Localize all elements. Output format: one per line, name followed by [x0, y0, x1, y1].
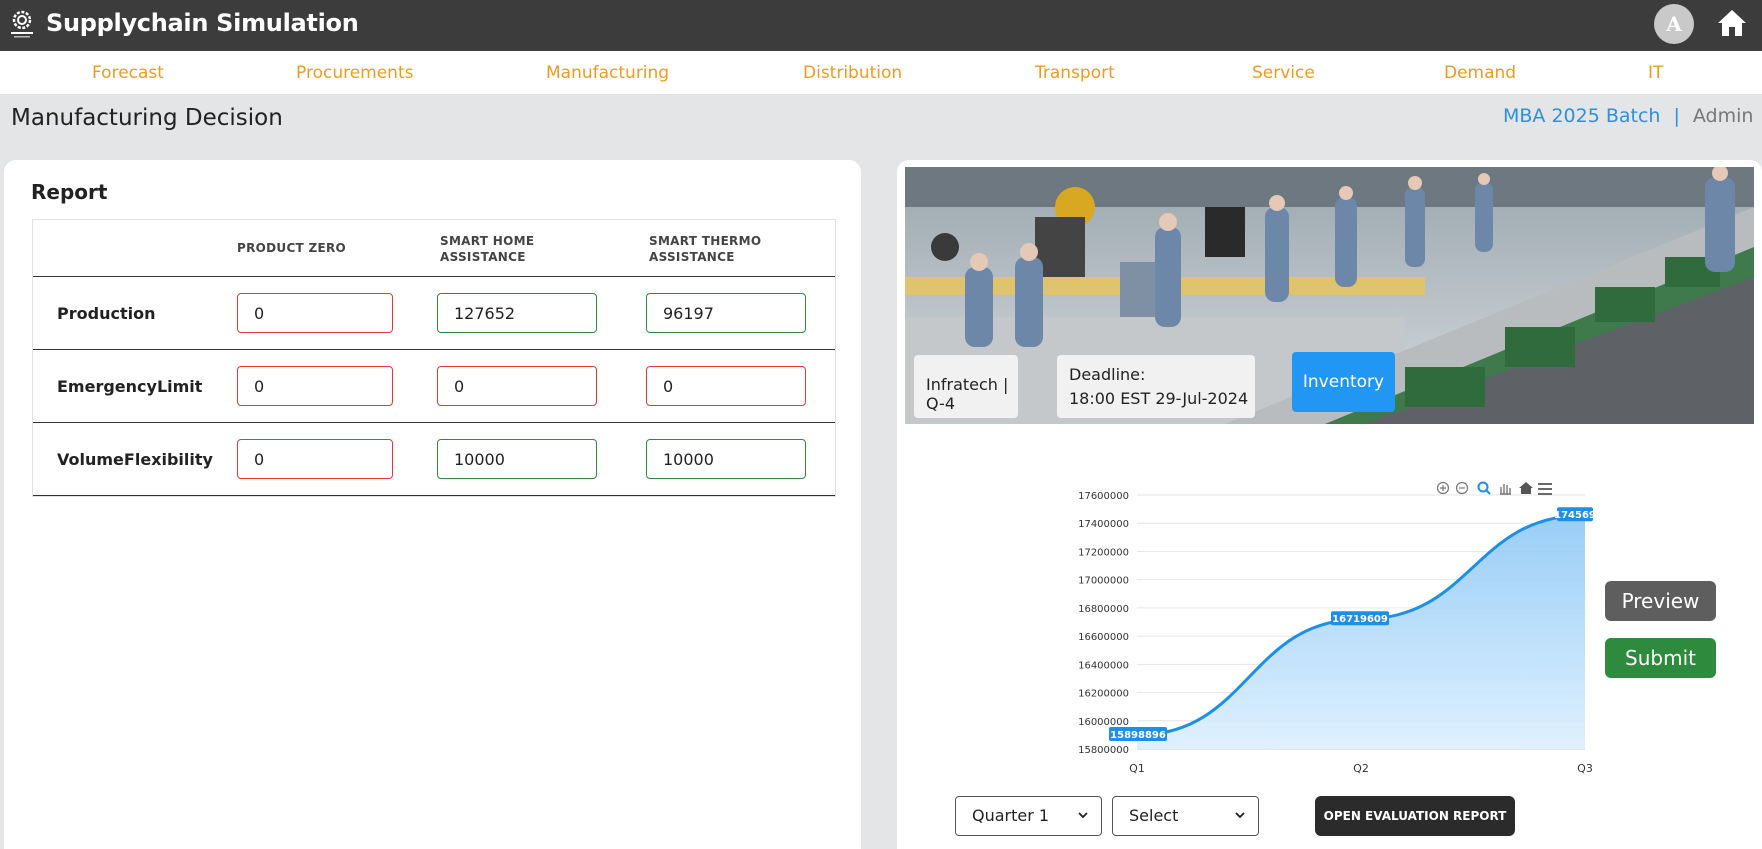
- app-title: Supplychain Simulation: [46, 9, 359, 37]
- nav-item-transport[interactable]: Transport: [1035, 63, 1115, 83]
- column-header-smart-home: SMART HOME ASSISTANCE: [440, 234, 535, 264]
- nav-item-service[interactable]: Service: [1252, 63, 1315, 83]
- table-row: Production: [33, 277, 835, 350]
- zoom-in-icon[interactable]: [1436, 481, 1450, 495]
- cell-input[interactable]: [237, 439, 393, 479]
- series-area: [1137, 515, 1585, 749]
- y-tick-label: 17600000: [1078, 491, 1129, 502]
- production-chart: 15800000 16000000 16200000 16400000 16600000…: [1078, 481, 1596, 775]
- cell-input[interactable]: [646, 366, 806, 406]
- cell-input[interactable]: [437, 293, 597, 333]
- pan-icon[interactable]: [1500, 484, 1511, 495]
- y-tick-label: 17400000: [1078, 519, 1129, 530]
- nav-item-it[interactable]: IT: [1648, 63, 1664, 83]
- nav-item-procurements[interactable]: Procurements: [296, 63, 414, 83]
- factory-banner: Infratech | Q-4 Deadline: 18:00 EST 29-J…: [905, 167, 1754, 424]
- y-tick-label: 16200000: [1078, 689, 1129, 700]
- menu-icon[interactable]: [1538, 483, 1552, 495]
- nav-item-manufacturing[interactable]: Manufacturing: [546, 63, 670, 83]
- company-quarter-chip: Infratech | Q-4: [914, 355, 1018, 418]
- y-tick-label: 16800000: [1078, 604, 1129, 615]
- main-nav: Forecast Procurements Manufacturing Dist…: [0, 51, 1762, 95]
- row-label: Production: [57, 304, 156, 323]
- data-label: 174569: [1554, 510, 1596, 521]
- nav-item-demand[interactable]: Demand: [1444, 63, 1517, 83]
- y-tick-label: 16600000: [1078, 632, 1129, 643]
- x-tick-label: Q2: [1353, 762, 1369, 775]
- x-tick-label: Q3: [1577, 762, 1593, 775]
- nav-item-distribution[interactable]: Distribution: [803, 63, 903, 83]
- quarter-select[interactable]: Quarter 1: [955, 796, 1102, 836]
- y-tick-label: 16400000: [1078, 660, 1129, 671]
- cell-input[interactable]: [646, 293, 806, 333]
- avatar[interactable]: A: [1654, 4, 1694, 44]
- inventory-button[interactable]: Inventory: [1292, 352, 1395, 412]
- deadline-chip: Deadline: 18:00 EST 29-Jul-2024: [1057, 355, 1255, 418]
- cell-input[interactable]: [237, 293, 393, 333]
- column-header-smart-thermo: SMART THERMO ASSISTANCE: [649, 234, 762, 264]
- option-select[interactable]: Select: [1112, 796, 1259, 836]
- batch-name[interactable]: MBA 2025 Batch: [1503, 105, 1661, 127]
- cell-input[interactable]: [437, 366, 597, 406]
- cell-input[interactable]: [646, 439, 806, 479]
- deadline-value: 18:00 EST 29-Jul-2024: [1069, 389, 1249, 408]
- preview-button[interactable]: Preview: [1605, 581, 1716, 621]
- y-tick-label: 17200000: [1078, 547, 1129, 558]
- batch-separator: |: [1673, 105, 1680, 127]
- x-tick-label: Q1: [1129, 762, 1145, 775]
- y-tick-label: 17000000: [1078, 576, 1129, 587]
- cell-input[interactable]: [437, 439, 597, 479]
- page-title: Manufacturing Decision: [11, 105, 283, 131]
- option-select-value: Select: [1129, 806, 1179, 825]
- y-tick-label: 16000000: [1078, 717, 1129, 728]
- data-label: 16719609: [1332, 614, 1388, 625]
- data-label-box: [1331, 611, 1389, 626]
- report-title: Report: [31, 180, 108, 204]
- top-bar: Supplychain Simulation A: [0, 0, 1762, 51]
- data-label-box: [1557, 507, 1593, 522]
- row-label: EmergencyLimit: [57, 377, 203, 396]
- nav-item-forecast[interactable]: Forecast: [92, 63, 164, 83]
- user-role: Admin: [1692, 105, 1754, 127]
- chevron-down-icon: [1235, 812, 1245, 819]
- decision-panel: Infratech | Q-4 Deadline: 18:00 EST 29-J…: [897, 160, 1762, 849]
- table-row: EmergencyLimit: [33, 350, 835, 423]
- chevron-down-icon: [1078, 812, 1088, 819]
- open-evaluation-report-button[interactable]: OPEN EVALUATION REPORT: [1315, 796, 1515, 836]
- table-header: PRODUCT ZERO SMART HOME ASSISTANCE SMART…: [33, 220, 835, 277]
- deadline-label: Deadline:: [1069, 365, 1146, 384]
- reset-home-icon[interactable]: [1519, 482, 1533, 494]
- report-card: Report PRODUCT ZERO SMART HOME ASSISTANC…: [4, 160, 861, 849]
- y-tick-label: 15800000: [1078, 745, 1129, 756]
- batch-info: MBA 2025 Batch | Admin: [1503, 105, 1753, 127]
- quarter-select-value: Quarter 1: [972, 806, 1050, 825]
- zoom-select-icon[interactable]: [1477, 481, 1491, 495]
- home-icon[interactable]: [1716, 8, 1748, 38]
- report-table: PRODUCT ZERO SMART HOME ASSISTANCE SMART…: [32, 219, 836, 497]
- gear-logo-icon[interactable]: [8, 9, 36, 39]
- data-label: 15898896: [1110, 730, 1166, 741]
- cell-input[interactable]: [237, 366, 393, 406]
- column-header-product-zero: PRODUCT ZERO: [237, 241, 347, 255]
- row-label: VolumeFlexibility: [57, 450, 213, 469]
- zoom-out-icon[interactable]: [1455, 481, 1469, 495]
- data-label-box: [1109, 727, 1167, 742]
- table-row: VolumeFlexibility: [33, 423, 835, 496]
- submit-button[interactable]: Submit: [1605, 638, 1716, 678]
